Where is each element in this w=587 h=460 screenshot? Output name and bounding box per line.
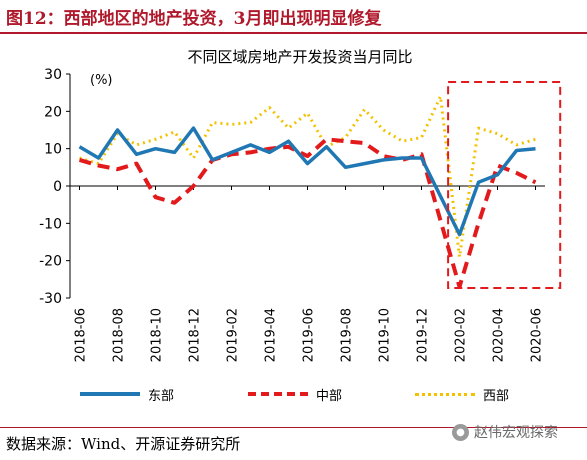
y-tick-label: 0 — [53, 179, 62, 195]
legend-item-central: 中部 — [248, 384, 342, 404]
x-tick-label: 2018-06 — [74, 308, 89, 362]
watermark: ● 赵伟宏观探索 — [452, 422, 558, 442]
series-line-west — [79, 94, 536, 259]
chart-axes: -30 -20 -10 0 10 20 30 2018-06 2018-08 2018-10 201… — [39, 67, 545, 362]
wechat-icon: ● — [452, 423, 469, 441]
legend-item-west: 西部 — [415, 384, 509, 404]
y-unit-label: (%) — [90, 73, 113, 88]
x-tick-label: 2018-10 — [150, 308, 165, 362]
title-divider — [0, 32, 587, 34]
x-tick-label: 2019-10 — [378, 308, 393, 362]
footer-divider — [0, 427, 587, 428]
source-note: 数据来源：Wind、开源证券研究所 — [6, 435, 241, 453]
legend-swatch-west — [415, 392, 475, 396]
x-tick-label: 2020-04 — [492, 308, 507, 362]
figure-title: 图12：西部地区的地产投资，3月即出现明显修复 — [6, 9, 382, 29]
legend-item-east: 东部 — [80, 384, 174, 404]
series-line-east — [78, 126, 536, 237]
x-tick-label: 2019-06 — [302, 308, 317, 362]
x-tick-label: 2020-06 — [530, 308, 545, 362]
y-tick-label: -20 — [39, 254, 62, 270]
x-tick-label: 2019-04 — [264, 308, 279, 362]
legend-label-central: 中部 — [316, 388, 343, 404]
x-tick-label: 2020-02 — [454, 308, 469, 362]
legend-label-west: 西部 — [483, 388, 510, 404]
x-tick-label: 2019-02 — [226, 308, 241, 362]
y-tick-label: 20 — [44, 104, 62, 120]
y-tick-label: 10 — [44, 142, 62, 158]
x-tick-label: 2018-12 — [188, 308, 203, 362]
watermark-text: 赵伟宏观探索 — [474, 425, 558, 441]
legend-swatch-central — [248, 392, 308, 396]
legend-label-east: 东部 — [148, 388, 175, 404]
highlight-layer — [447, 81, 562, 289]
x-tick-label: 2018-08 — [112, 308, 127, 362]
x-tick-label: 2019-08 — [340, 308, 355, 362]
line-chart: 不同区域房地产开发投资当月同比 (%) -30 -20 -10 0 10 20 30 2018… — [39, 48, 562, 362]
y-tick-label: 30 — [44, 67, 62, 83]
chart-title: 不同区域房地产开发投资当月同比 — [187, 48, 412, 66]
y-tick-label: -30 — [39, 291, 62, 307]
series-layer — [78, 94, 537, 289]
legend-swatch-east — [80, 392, 140, 396]
highlight-box — [447, 81, 562, 289]
y-tick-label: -10 — [39, 216, 62, 232]
x-tick-label: 2019-12 — [416, 308, 431, 362]
